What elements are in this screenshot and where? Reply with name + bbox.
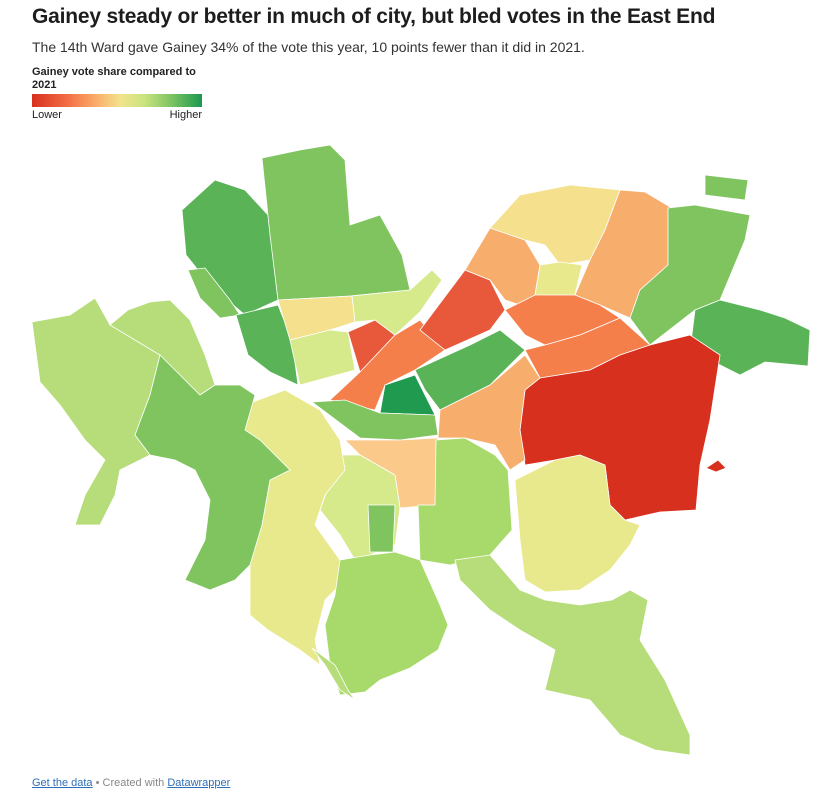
ward-region[interactable] — [324, 551, 449, 696]
ward-region[interactable] — [311, 647, 356, 701]
ward-region[interactable] — [454, 554, 691, 756]
ward-region[interactable] — [519, 334, 721, 521]
ward-region[interactable] — [514, 454, 641, 593]
datawrapper-link[interactable]: Datawrapper — [167, 777, 231, 789]
get-data-link[interactable]: Get the data — [32, 777, 93, 789]
ward-region[interactable] — [367, 504, 396, 553]
legend-labels: Lower Higher — [32, 109, 202, 121]
ward-region[interactable] — [705, 459, 727, 473]
legend-high-label: Higher — [169, 109, 202, 121]
ward-region[interactable] — [351, 269, 443, 336]
chart-subtitle: The 14th Ward gave Gainey 34% of the vot… — [32, 39, 585, 55]
ward-region[interactable] — [134, 354, 291, 591]
footer: Get the data • Created with Datawrapper — [32, 777, 230, 789]
legend-low-label: Lower — [32, 109, 62, 121]
ward-region[interactable] — [704, 174, 749, 201]
chart-title: Gainey steady or better in much of city,… — [32, 5, 716, 28]
ward-region[interactable] — [310, 399, 439, 441]
ward-region[interactable] — [414, 329, 526, 411]
ward-region[interactable] — [261, 144, 411, 301]
footer-separator: • Created with — [92, 777, 168, 789]
ward-region[interactable] — [277, 295, 356, 341]
ward-region[interactable] — [289, 329, 356, 386]
ward-region[interactable] — [181, 179, 279, 316]
legend-title: Gainey vote share compared to 2021 — [32, 66, 196, 91]
ward-region[interactable] — [235, 304, 299, 386]
legend-gradient-bar — [32, 94, 202, 107]
color-legend: Gainey vote share compared to 2021 Lower… — [32, 66, 202, 121]
